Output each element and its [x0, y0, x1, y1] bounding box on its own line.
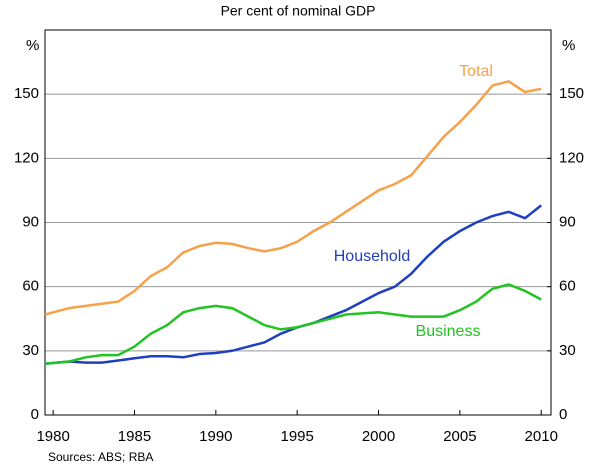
x-tick-label: 2010	[525, 428, 558, 445]
chart-subtitle: Per cent of nominal GDP	[221, 3, 376, 19]
y-tick-label: 120	[14, 149, 39, 166]
plot-frame	[44, 29, 552, 416]
y2-tick-label: 60	[559, 278, 576, 295]
series-line	[44, 79, 542, 316]
series-line	[44, 283, 542, 365]
y-tick-label: 90	[22, 213, 39, 230]
y-tick-label: 150	[14, 85, 39, 102]
x-tick-label: 2000	[362, 428, 395, 445]
y-tick-label: 60	[22, 278, 39, 295]
x-tick-label: 1990	[199, 428, 232, 445]
series-label: Business	[416, 323, 481, 340]
y-tick-label: 0	[31, 406, 39, 423]
x-tick-label: 1995	[280, 428, 313, 445]
x-tick-label: 2005	[443, 428, 476, 445]
y-unit-left: %	[26, 37, 39, 54]
y2-tick-label: 0	[559, 406, 567, 423]
x-tick-label: 1980	[36, 428, 69, 445]
y-unit-right: %	[562, 37, 575, 54]
y2-tick-label: 30	[559, 342, 576, 359]
y2-tick-label: 120	[559, 149, 584, 166]
series-label: Total	[459, 63, 493, 80]
x-tick-label: 1985	[118, 428, 151, 445]
source-note: Sources: ABS; RBA	[48, 450, 153, 464]
y2-tick-label: 90	[559, 213, 576, 230]
y2-tick-label: 150	[559, 85, 584, 102]
series-label: Household	[334, 248, 411, 265]
y-tick-label: 30	[22, 342, 39, 359]
